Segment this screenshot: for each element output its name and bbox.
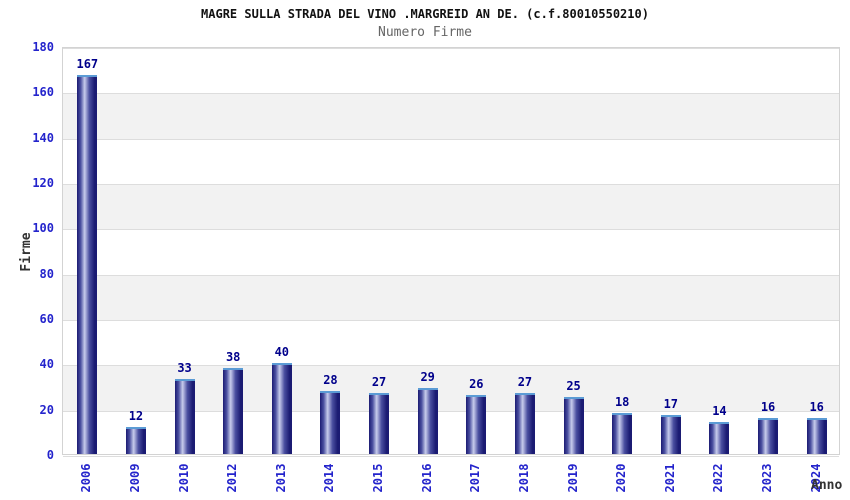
y-tick-label: 80 (39, 266, 54, 281)
x-tick-label: 2013 (273, 463, 288, 493)
x-tick-label: 2014 (322, 463, 337, 493)
bar-value-label: 28 (323, 372, 338, 387)
gridline (63, 48, 839, 49)
y-tick-label: 100 (32, 221, 54, 236)
bar-2009 (125, 426, 146, 454)
chart-subtitle: Numero Firme (378, 25, 472, 40)
bar-2018 (514, 392, 535, 454)
bar-value-label: 38 (225, 349, 241, 364)
bar-value-label: 16 (760, 399, 776, 414)
bar-value-label: 16 (809, 399, 824, 414)
chart-title: MAGRE SULLA STRADA DEL VINO .MARGREID AN… (201, 7, 649, 21)
plot-area: 167 12 33 38 40 28 27 29 26 27 25 18 17 14 16 16 (62, 47, 840, 457)
gridline (63, 320, 839, 321)
bar-2016 (417, 388, 438, 454)
bar-2021 (660, 415, 681, 454)
bar-value-label: 27 (517, 374, 533, 389)
x-tick-label: 2020 (614, 463, 629, 493)
bar-2010 (174, 379, 195, 454)
gridline (63, 456, 839, 457)
bar-2023 (758, 417, 779, 454)
bar-2013 (271, 363, 292, 454)
x-tick-label: 2021 (662, 463, 677, 493)
bar-2014 (320, 390, 341, 454)
plot-band (63, 274, 839, 320)
y-tick-label: 140 (32, 130, 54, 145)
gridline (63, 274, 839, 276)
gridline (63, 229, 839, 231)
y-tick-label: 20 (39, 402, 54, 417)
bar-2019 (563, 397, 584, 454)
x-tick-label: 2023 (760, 463, 775, 493)
x-tick-label: 2018 (516, 463, 531, 493)
bar-value-label: 29 (420, 370, 435, 385)
bar-value-label: 26 (469, 377, 484, 392)
bar-value-label: 25 (566, 379, 581, 394)
x-tick-label: 2016 (419, 463, 434, 493)
x-tick-label: 2012 (225, 463, 240, 493)
bar-value-label: 12 (128, 408, 144, 423)
y-tick-label: 40 (39, 357, 54, 372)
gridline (63, 365, 839, 367)
plot-band (63, 184, 839, 230)
bar-2012 (223, 367, 244, 454)
x-axis-title: Anno (811, 478, 843, 493)
gridline (63, 184, 839, 185)
x-tick-label: 2010 (176, 463, 191, 493)
gridline (63, 410, 839, 412)
bar-2017 (466, 395, 487, 454)
bar-2006 (77, 75, 98, 454)
bar-value-label: 27 (371, 374, 387, 389)
y-tick-label: 180 (32, 40, 54, 54)
y-tick-label: 60 (39, 312, 54, 326)
bar-2015 (369, 392, 390, 454)
bar-2020 (612, 413, 633, 454)
bar-2024 (806, 417, 827, 454)
x-tick-label: 2022 (711, 463, 726, 493)
bar-2022 (709, 422, 730, 454)
gridline (63, 93, 839, 95)
x-tick-label: 2015 (371, 463, 386, 493)
plot-band (63, 93, 839, 139)
bar-value-label: 17 (663, 397, 679, 412)
y-tick-label: 0 (46, 448, 54, 462)
bar-value-label: 40 (274, 345, 290, 360)
x-tick-label: 2006 (79, 463, 94, 493)
bar-value-label: 18 (614, 395, 630, 410)
bar-value-label: 167 (76, 57, 99, 72)
bar-value-label: 14 (712, 404, 727, 419)
bar-value-label: 33 (177, 361, 192, 376)
gridline (63, 138, 839, 140)
x-tick-label: 2017 (468, 463, 483, 493)
x-tick-label: 2009 (127, 463, 142, 493)
y-tick-label: 160 (32, 85, 54, 100)
y-tick-label: 120 (32, 176, 54, 190)
x-tick-label: 2019 (565, 463, 580, 493)
